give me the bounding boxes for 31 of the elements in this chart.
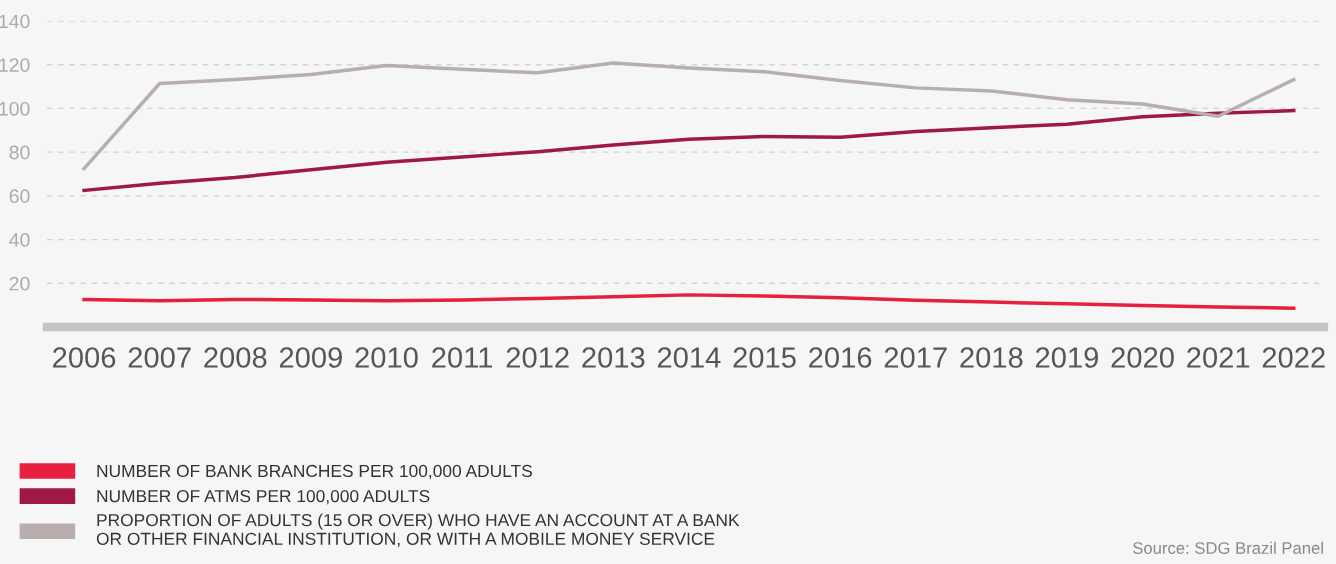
legend-label: PROPORTION OF ADULTS (15 OR OVER) WHO HAVE AN ACCOUNT AT A BANK OR OTHER FINANCIAL INSTITUTION, OR WITH A MOBILE MONEY SERVICE (96, 513, 740, 547)
x-tick-label: 2010 (355, 347, 418, 368)
line-series (82, 61, 1296, 171)
x-tick-label: 2012 (506, 347, 569, 368)
y-tick-label: 120 (0, 58, 30, 72)
x-tick-label: 2016 (809, 347, 872, 368)
legend-label: NUMBER OF BANK BRANCHES PER 100,000 ADULTS (97, 464, 532, 480)
x-tick-label: 2018 (960, 347, 1023, 368)
y-tick-label: 20 (9, 276, 30, 291)
x-tick-label: 2019 (1035, 347, 1098, 368)
y-tick-label: 40 (9, 233, 30, 247)
line-series (82, 293, 1296, 310)
x-tick-label: 2009 (279, 347, 342, 368)
line-series (82, 108, 1296, 193)
y-tick-label: 140 (0, 14, 30, 29)
x-tick-label: 2011 (432, 347, 493, 368)
x-tick-label: 2015 (733, 347, 796, 368)
x-tick-label: 2014 (657, 347, 721, 368)
x-tick-label: 2020 (1111, 347, 1174, 368)
x-tick-label: 2022 (1262, 347, 1325, 368)
source-note: Source: SDG Brazil Panel (1133, 541, 1323, 554)
x-tick-label: 2021 (1187, 347, 1250, 368)
x-tick-label: 2013 (582, 347, 645, 368)
x-tick-label: 2008 (204, 347, 267, 368)
y-tick-label: 80 (9, 145, 30, 160)
y-tick-label: 60 (9, 189, 30, 204)
legend-label: NUMBER OF ATMS PER 100,000 ADULTS (97, 489, 430, 505)
x-tick-label: 2007 (128, 347, 191, 368)
y-tick-label: 100 (0, 101, 30, 116)
x-tick-label: 2017 (884, 347, 947, 368)
x-tick-label: 2006 (53, 347, 116, 368)
